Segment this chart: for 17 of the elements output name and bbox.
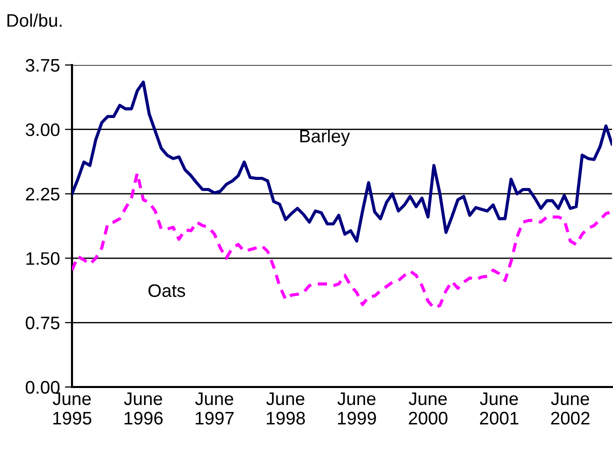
x-tick-label: June 2001 (480, 392, 518, 425)
text: Oats (148, 284, 186, 298)
y-axis-title: Dol/bu. (7, 14, 62, 27)
y-tick-label: 2.25 (26, 188, 60, 201)
y-tick-label: 0.00 (26, 380, 60, 394)
x-tick-label: June 1998 (266, 392, 305, 425)
x-tick-label: June 2000 (408, 392, 448, 425)
x-tick-label: June 1997 (195, 392, 234, 425)
x-tick-label: June 2002 (551, 392, 590, 425)
x-tick-label: June 1996 (124, 392, 163, 425)
y-tick-label: 3.75 (26, 58, 60, 72)
text: Barley (300, 129, 350, 146)
y-tick-label: 1.50 (26, 252, 60, 265)
y-tick-label: 0.75 (26, 316, 60, 330)
x-tick-label: June 1995 (52, 392, 92, 425)
x-tick-label: June 1999 (337, 392, 376, 425)
y-tick-label: 3.00 (26, 123, 60, 136)
